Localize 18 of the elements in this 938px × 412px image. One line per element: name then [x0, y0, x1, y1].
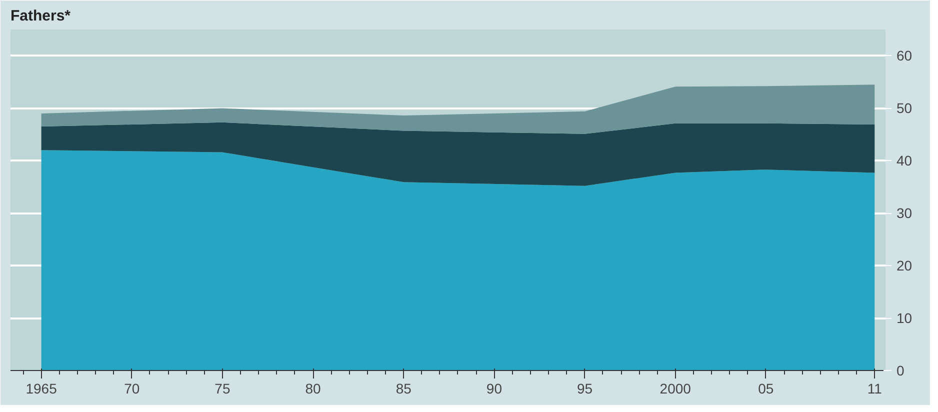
x-tick-label: 90: [486, 380, 502, 396]
y-tick-label: 20: [896, 258, 912, 274]
y-tick-label: 30: [896, 205, 912, 222]
x-tick-label: 1965: [26, 380, 58, 396]
x-tick-label: 2000: [660, 380, 692, 396]
x-tick-label: 11: [867, 380, 882, 396]
y-tick-label: 10: [896, 310, 912, 326]
y-tick-label: 50: [896, 100, 912, 116]
x-tick-label: 95: [576, 380, 593, 396]
y-tick-label: 0: [896, 362, 904, 378]
y-tick-label: 60: [896, 48, 912, 64]
x-tick-label: 70: [124, 380, 140, 396]
x-tick-label: 85: [396, 380, 412, 396]
x-tick-label: 05: [758, 380, 774, 396]
chart-title: Fathers*: [10, 8, 71, 24]
y-tick-label: 40: [896, 152, 912, 169]
x-tick-label: 75: [214, 380, 230, 396]
x-tick-label: 80: [305, 380, 322, 396]
